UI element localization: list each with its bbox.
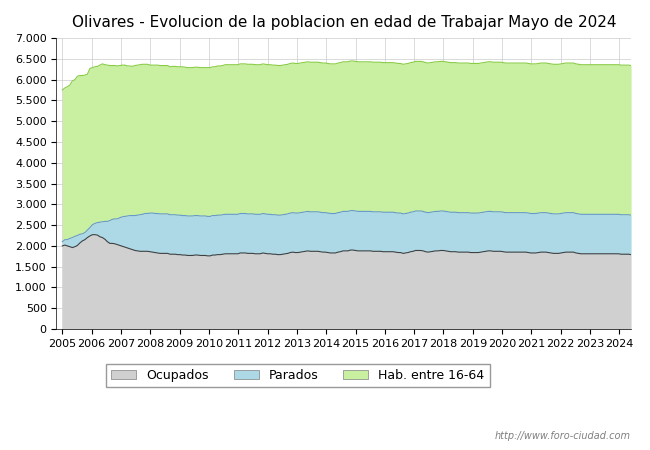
Text: http://www.foro-ciudad.com: http://www.foro-ciudad.com	[495, 431, 630, 441]
Title: Olivares - Evolucion de la poblacion en edad de Trabajar Mayo de 2024: Olivares - Evolucion de la poblacion en …	[72, 15, 616, 30]
Legend: Ocupados, Parados, Hab. entre 16-64: Ocupados, Parados, Hab. entre 16-64	[106, 364, 489, 387]
